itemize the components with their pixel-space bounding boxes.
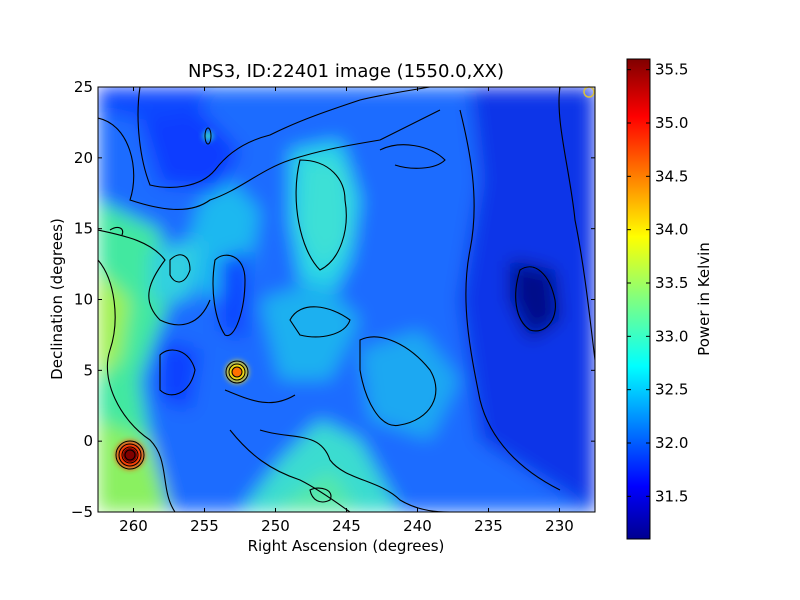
colorbar-ticks: 31.5 32.0 32.5 33.0 33.5 34.0 34.5 35.0 35.5 <box>627 61 688 505</box>
x-tick-label: 230 <box>545 517 574 535</box>
y-tick-label: 5 <box>83 361 93 379</box>
colorbar-label: Power in Kelvin <box>695 242 713 356</box>
x-tick-label: 240 <box>403 517 432 535</box>
x-axis-label: Right Ascension (degrees) <box>248 537 445 555</box>
colorbar-tick-label: 31.5 <box>655 487 688 505</box>
y-tick-label: 15 <box>74 220 93 238</box>
y-tick-label: −5 <box>71 503 93 521</box>
y-tick-label: 20 <box>74 149 93 167</box>
y-tick-label: 10 <box>74 291 93 309</box>
colorbar-tick-label: 34.0 <box>655 221 688 239</box>
colorbar-tick-label: 35.0 <box>655 114 688 132</box>
x-tick-label: 260 <box>119 517 148 535</box>
x-tick-label: 235 <box>474 517 503 535</box>
contour-lines <box>98 87 595 512</box>
colorbar <box>626 58 651 540</box>
y-tick-label: 0 <box>83 432 93 450</box>
colorbar-tick-label: 35.5 <box>655 61 688 79</box>
y-axis-ticks: −5 0 5 10 15 20 25 <box>71 78 595 521</box>
heatmap-image <box>98 87 595 512</box>
colorbar-tick-label: 33.5 <box>655 274 688 292</box>
x-axis-ticks: 260 255 250 245 240 235 230 <box>119 87 574 535</box>
x-tick-label: 245 <box>332 517 361 535</box>
x-tick-label: 255 <box>190 517 219 535</box>
colorbar-tick-label: 32.5 <box>655 381 688 399</box>
chart-title: NPS3, ID:22401 image (1550.0,XX) <box>188 61 504 82</box>
colorbar-tick-label: 33.0 <box>655 327 688 345</box>
colorbar-tick-label: 32.0 <box>655 434 688 452</box>
hot-source-contours <box>115 127 249 470</box>
colorbar-tick-label: 34.5 <box>655 167 688 185</box>
y-axis-label: Declination (degrees) <box>48 218 66 380</box>
x-tick-label: 250 <box>261 517 290 535</box>
y-tick-label: 25 <box>74 78 93 96</box>
